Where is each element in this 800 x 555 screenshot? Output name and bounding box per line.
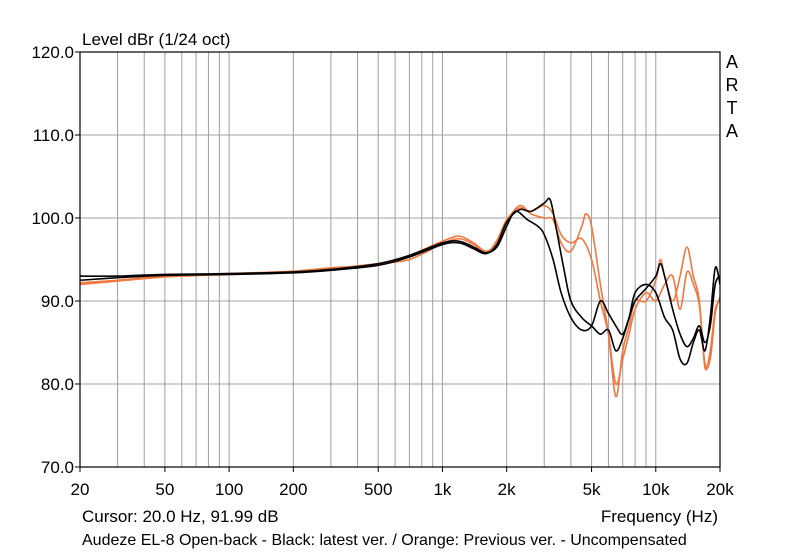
brand-letter-a1: A [726, 52, 738, 72]
y-tick-label: 70.0 [41, 458, 74, 477]
brand-letter-t: T [727, 98, 738, 118]
x-tick-label: 1k [433, 480, 451, 499]
x-tick-label: 200 [279, 480, 307, 499]
series-line-1 [79, 210, 721, 348]
chart-caption: Audeze EL-8 Open-back - Black: latest ve… [82, 532, 687, 549]
arta-brand: A R T A [726, 52, 739, 141]
x-tick-label: 5k [583, 480, 601, 499]
y-tick-label: 100.0 [31, 209, 74, 228]
series-layer [79, 197, 721, 398]
grid-lines [80, 52, 720, 467]
y-tick-label: 110.0 [33, 126, 74, 145]
x-tick-label: 20 [71, 480, 90, 499]
x-tick-label: 100 [215, 480, 243, 499]
y-tick-label: 120.0 [31, 43, 74, 62]
x-tick-label: 10k [642, 480, 670, 499]
chart-title: Level dBr (1/24 oct) [82, 30, 230, 49]
x-axis-label: Frequency (Hz) [601, 507, 718, 526]
plot-frame [79, 51, 721, 468]
x-tick-label: 500 [364, 480, 392, 499]
brand-letter-r: R [726, 75, 739, 95]
cursor-readout: Cursor: 20.0 Hz, 91.99 dB [82, 507, 279, 526]
x-tick-label: 2k [498, 480, 516, 499]
x-tick-label: 50 [155, 480, 174, 499]
y-tick-label: 80.0 [41, 375, 74, 394]
y-tick-labels: 70.0 80.0 90.0 100.0 110.0 120.0 [31, 43, 80, 477]
x-tick-label: 20k [706, 480, 734, 499]
brand-letter-a2: A [726, 121, 738, 141]
x-tick-labels: 20 50 100 200 500 1k 2k 5k 10k 20k [71, 467, 734, 499]
y-tick-label: 90.0 [41, 292, 74, 311]
series-line-2 [79, 197, 721, 366]
